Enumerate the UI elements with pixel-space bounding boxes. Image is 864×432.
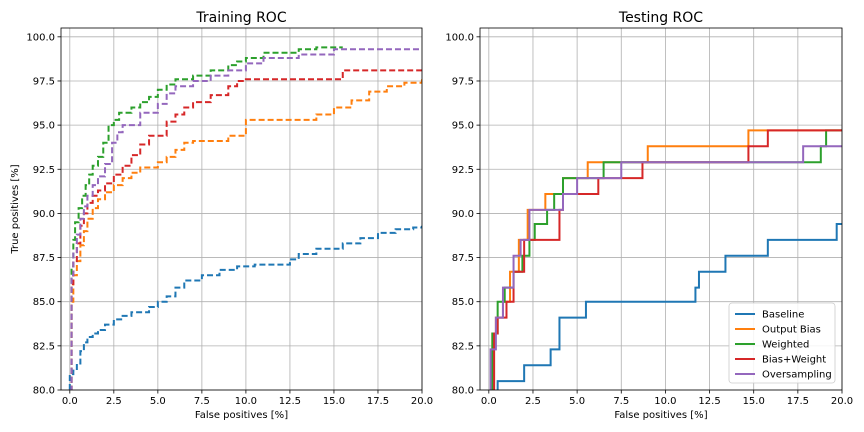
x-axis-label: False positives [%] [614, 410, 707, 421]
y-tick-label: 92.5 [452, 165, 474, 176]
x-tick-label: 7.5 [613, 396, 629, 407]
x-axis-label: False positives [%] [195, 410, 288, 421]
y-tick-label: 100.0 [26, 32, 55, 43]
y-tick-label: 80.0 [33, 386, 55, 397]
legend-label: Output Bias [762, 325, 821, 336]
series-group [68, 46, 422, 390]
y-tick-label: 90.0 [33, 209, 55, 220]
x-tick-label: 2.5 [106, 396, 122, 407]
axes-frame [60, 27, 423, 391]
x-tick-label: 17.5 [787, 396, 809, 407]
chart-title: Training ROC [195, 10, 286, 26]
chart-panel-1: 0.0 2.5 5.0 7.5 10.0 12.5 15.0 17.5 20.0 80.0 82.5… [10, 10, 433, 421]
y-tick-label: 80.0 [452, 386, 474, 397]
chart-panel-2: 0.0 2.5 5.0 7.5 10.0 12.5 15.0 17.5 20.0 80.0 82.5… [445, 10, 853, 421]
series-line-weighted [69, 46, 343, 390]
y-tick-label: 87.5 [452, 253, 474, 264]
chart-title: Testing ROC [618, 10, 703, 26]
y-tick-label: 82.5 [33, 341, 55, 352]
legend-label: Bias+Weight [762, 355, 826, 366]
y-tick-label: 87.5 [33, 253, 55, 264]
x-tick-label: 0.0 [481, 396, 497, 407]
y-tick-label: 90.0 [452, 209, 474, 220]
y-tick-label: 100.0 [445, 32, 474, 43]
y-tick-label: 95.0 [452, 121, 474, 132]
x-tick-label: 12.5 [279, 396, 301, 407]
legend-box [728, 302, 836, 384]
x-tick-label: 10.0 [235, 396, 257, 407]
legend-label: Oversampling [762, 370, 832, 381]
x-tick-label: 2.5 [525, 396, 541, 407]
x-tick-label: 12.5 [698, 396, 720, 407]
y-tick-label: 85.0 [452, 297, 474, 308]
y-tick-label: 97.5 [452, 76, 474, 87]
y-tick-label: 92.5 [33, 165, 55, 176]
x-tick-label: 10.0 [654, 396, 676, 407]
y-tick-label: 82.5 [452, 341, 474, 352]
x-tick-label: 5.0 [150, 396, 166, 407]
axes-frame [479, 27, 843, 391]
series-line-oversampling [489, 145, 842, 390]
series-line-oversampling [69, 48, 422, 390]
x-tick-label: 15.0 [323, 396, 345, 407]
x-tick-label: 0.0 [62, 396, 78, 407]
legend: Baseline Output Bias Weighted Bias+Weight Ov… [728, 302, 836, 384]
x-tick-label: 20.0 [831, 396, 853, 407]
x-tick-label: 20.0 [411, 396, 433, 407]
x-tick-label: 15.0 [743, 396, 765, 407]
series-line-output-bias [69, 79, 422, 390]
y-axis-label: True positives [%] [10, 164, 21, 254]
y-tick-label: 85.0 [33, 297, 55, 308]
series-line-baseline [68, 225, 422, 390]
legend-label: Weighted [762, 340, 809, 351]
legend-label: Baseline [762, 310, 804, 321]
x-tick-label: 5.0 [569, 396, 585, 407]
series-group [489, 129, 842, 390]
y-tick-label: 95.0 [33, 121, 55, 132]
y-tick-label: 97.5 [33, 76, 55, 87]
x-tick-label: 17.5 [367, 396, 389, 407]
x-tick-label: 7.5 [194, 396, 210, 407]
series-line-baseline [496, 223, 842, 390]
